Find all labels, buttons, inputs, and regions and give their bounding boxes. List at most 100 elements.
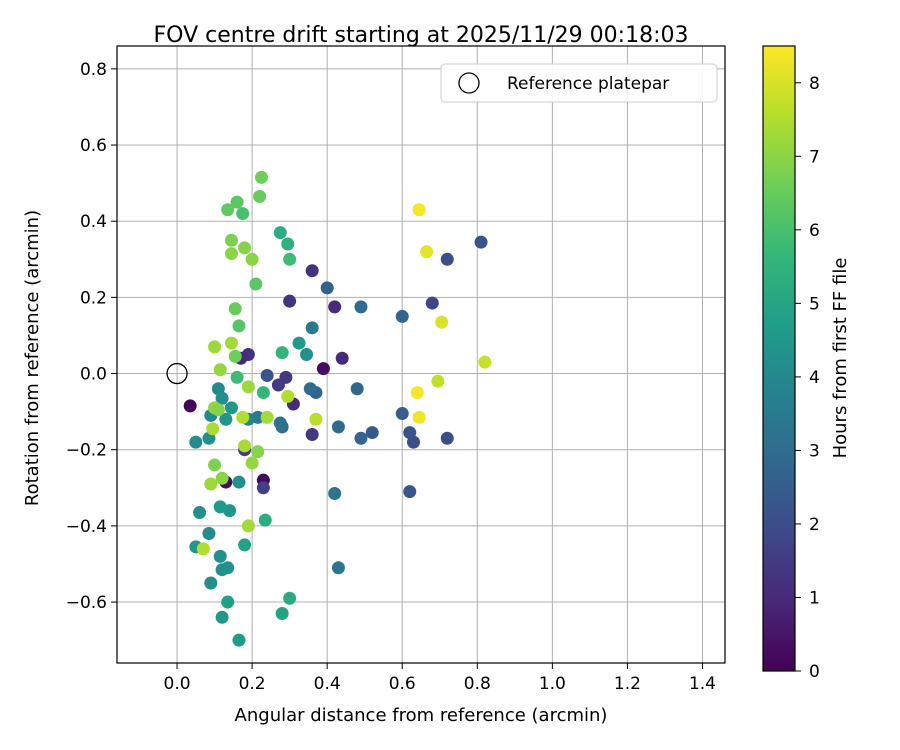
x-tick-label: 1.4 (689, 674, 716, 694)
data-point (232, 475, 246, 489)
data-point (309, 412, 323, 426)
data-point (256, 386, 270, 400)
colorbar-tick-label: 7 (809, 147, 820, 167)
data-point (335, 351, 349, 365)
x-axis-label: Angular distance from reference (arcmin) (235, 705, 608, 726)
data-point (236, 207, 250, 221)
data-point (215, 610, 229, 624)
data-point (440, 252, 454, 266)
data-point (395, 407, 409, 421)
data-point (238, 241, 252, 255)
data-point (300, 348, 314, 361)
data-point (202, 527, 216, 541)
colorbar (762, 45, 796, 672)
data-point (440, 431, 454, 445)
data-point (238, 538, 252, 552)
data-point (281, 237, 295, 251)
data-point (245, 252, 259, 266)
data-points (183, 170, 492, 647)
data-point (206, 422, 220, 436)
data-point (328, 300, 342, 314)
data-point (283, 294, 297, 308)
data-point (292, 336, 306, 350)
x-tick-label: 0.6 (389, 674, 416, 694)
data-point (354, 431, 368, 445)
data-point (474, 235, 488, 249)
colorbar-tick-label: 3 (809, 441, 820, 461)
data-point (328, 487, 342, 501)
y-tick-label: 0.8 (80, 60, 107, 80)
data-point (221, 595, 235, 609)
reference-point (166, 362, 188, 385)
data-point (204, 477, 218, 491)
colorbar-tick-label: 4 (809, 368, 820, 388)
data-point (412, 410, 426, 424)
data-point (215, 391, 229, 405)
data-point (232, 633, 246, 647)
data-point (303, 382, 317, 396)
data-point (320, 281, 334, 295)
data-point (193, 506, 207, 520)
x-tick-label: 1.2 (614, 674, 641, 694)
data-point (213, 500, 227, 514)
data-point (232, 319, 246, 333)
colorbar-tick-label: 8 (809, 74, 820, 94)
data-point (241, 380, 255, 394)
data-point (281, 389, 295, 403)
y-axis-label: Rotation from reference (arcmin) (22, 210, 43, 506)
colorbar-label: Hours from first FF file (830, 258, 851, 459)
x-axis-ticks: 0.0 0.2 0.4 0.6 0.8 1.0 1.2 1.4 (164, 663, 716, 694)
data-point (305, 264, 319, 278)
data-point (230, 370, 244, 384)
data-point (249, 277, 263, 291)
data-point (183, 399, 197, 413)
y-tick-label: 0.6 (80, 136, 107, 156)
data-point (211, 403, 225, 417)
colorbar-tick-label: 6 (809, 221, 820, 241)
data-point (228, 302, 242, 316)
data-point (403, 485, 417, 499)
data-point (331, 420, 345, 434)
data-point (412, 203, 426, 217)
data-point (224, 233, 238, 247)
data-point (253, 189, 267, 203)
x-tick-label: 0.0 (164, 674, 191, 694)
legend-label: Reference platepar (507, 74, 669, 94)
data-point (196, 542, 210, 556)
data-point (305, 321, 319, 335)
data-point (213, 549, 227, 563)
x-tick-label: 0.2 (239, 674, 266, 694)
x-tick-label: 1.0 (539, 674, 566, 694)
colorbar-tick-label: 1 (809, 588, 820, 608)
data-point (260, 410, 274, 424)
data-point (204, 576, 218, 590)
data-point (238, 439, 252, 453)
data-point (283, 252, 297, 266)
data-point (224, 247, 238, 261)
data-point (331, 561, 345, 575)
data-point (230, 195, 244, 209)
data-point (189, 435, 203, 449)
colorbar-ticks: 0 1 2 3 4 5 6 7 8 (795, 74, 820, 682)
data-point (275, 346, 289, 360)
data-point (354, 300, 368, 314)
colorbar-tick-label: 2 (809, 515, 820, 535)
data-point (208, 340, 222, 354)
y-tick-label: −0.6 (66, 593, 107, 613)
data-point (256, 481, 270, 495)
data-point (478, 355, 492, 369)
data-point (224, 336, 238, 350)
data-point (305, 427, 319, 441)
data-point (221, 203, 235, 217)
data-point (251, 445, 265, 459)
data-point (241, 519, 255, 533)
data-point (273, 226, 287, 240)
data-point (213, 363, 227, 377)
data-point (219, 412, 233, 426)
data-point (271, 378, 285, 392)
x-tick-label: 0.8 (464, 674, 491, 694)
data-point (350, 382, 364, 396)
data-point (254, 170, 268, 184)
data-point (228, 349, 242, 363)
